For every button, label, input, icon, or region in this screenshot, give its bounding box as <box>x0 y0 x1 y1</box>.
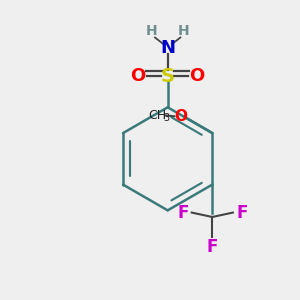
Text: S: S <box>161 67 175 86</box>
Text: H: H <box>146 24 157 38</box>
Text: 3: 3 <box>164 113 169 123</box>
Text: O: O <box>190 68 205 85</box>
Text: H: H <box>178 24 190 38</box>
Text: N: N <box>160 39 175 57</box>
Text: O: O <box>174 109 187 124</box>
Text: O: O <box>130 68 146 85</box>
Text: F: F <box>207 238 218 256</box>
Text: F: F <box>236 204 248 222</box>
Text: F: F <box>177 204 188 222</box>
Text: CH: CH <box>148 109 166 122</box>
